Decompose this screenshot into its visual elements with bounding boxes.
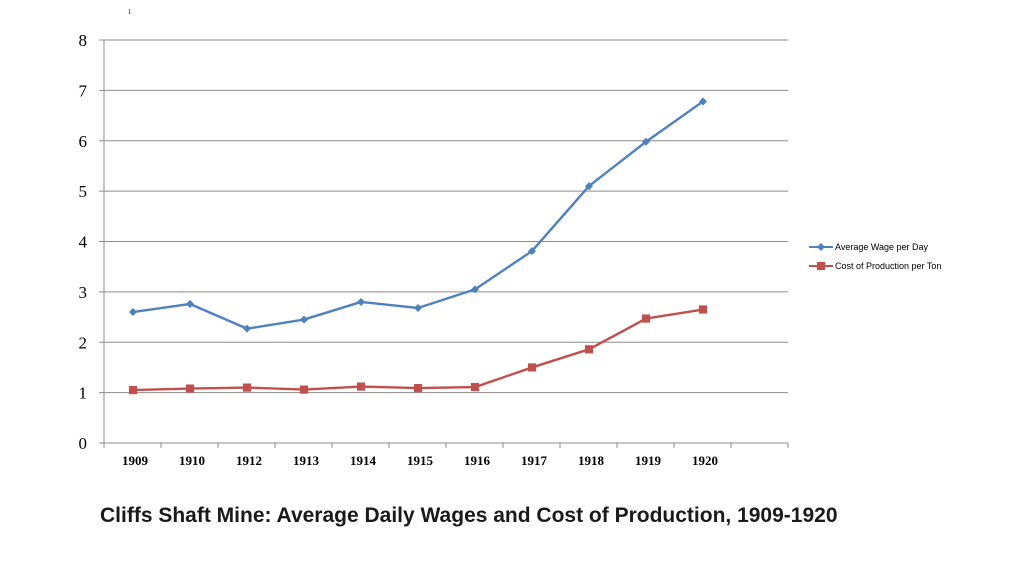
data-point-1918 — [584, 182, 594, 191]
data-point-1919 — [641, 137, 651, 146]
gridlines — [104, 39, 788, 394]
data-point-1920 — [698, 97, 708, 106]
x-tick-label-1917: 1917 — [521, 453, 548, 468]
data-point-1920 — [698, 305, 708, 314]
y-tick-label-8: 8 — [79, 31, 88, 50]
legend-marker — [816, 242, 826, 252]
y-tick-label-3: 3 — [79, 283, 88, 302]
data-point-1915 — [413, 303, 423, 313]
data-point-1916 — [470, 285, 480, 294]
x-tick-label-1909: 1909 — [122, 453, 149, 468]
x-tick-label-1918: 1918 — [578, 453, 605, 468]
y-tick-label-5: 5 — [79, 182, 88, 201]
data-point-1909 — [128, 386, 138, 395]
data-point-1917 — [527, 363, 537, 372]
y-axis-tick-labels: 0 1 2 3 4 5 6 7 8 — [79, 31, 88, 453]
series-line — [132, 308, 704, 392]
data-point-1919 — [641, 314, 651, 323]
y-tick-label-4: 4 — [79, 233, 88, 252]
data-point-1912 — [242, 383, 252, 392]
data-point-1910 — [185, 384, 195, 393]
axes — [99, 39, 789, 448]
data-point-1912 — [242, 324, 252, 333]
x-axis-tick-labels: 1909 1910 1912 1913 1914 1915 1916 1917 1918 1919… — [122, 453, 718, 468]
y-tick-label-1: 1 — [79, 384, 88, 403]
x-tick-label-1913: 1913 — [293, 453, 320, 468]
data-point-1913 — [299, 385, 309, 394]
x-tick-label-1912: 1912 — [236, 453, 262, 468]
data-point-1918 — [584, 345, 594, 354]
data-point-1917 — [527, 247, 537, 256]
legend: Average Wage per Day Cost of Production p… — [809, 242, 941, 271]
y-tick-label-7: 7 — [79, 81, 88, 100]
y-tick-label-2: 2 — [79, 333, 88, 352]
data-point-1915 — [413, 383, 423, 393]
y-tick-label-0: 0 — [79, 434, 88, 453]
data-point-1916 — [470, 382, 480, 392]
x-tick-label-1919: 1919 — [635, 453, 662, 468]
series-line — [132, 100, 704, 330]
series-average-wage-per-day — [128, 97, 708, 333]
chart-caption: Cliffs Shaft Mine: Average Daily Wages a… — [100, 504, 838, 527]
legend-label: Average Wage per Day — [835, 242, 929, 252]
plot-series — [128, 97, 708, 395]
y-tick-label-6: 6 — [79, 132, 88, 151]
legend-item-cost-of-production-per-ton: Cost of Production per Ton — [809, 261, 941, 271]
x-tick-label-1910: 1910 — [179, 453, 205, 468]
x-tick-label-1916: 1916 — [464, 453, 491, 468]
x-tick-label-1914: 1914 — [350, 453, 377, 468]
legend-marker — [816, 261, 826, 271]
top-marker-text: ı — [128, 5, 131, 17]
x-tick-label-1920: 1920 — [692, 453, 718, 468]
series-cost-of-production-per-ton — [128, 305, 708, 395]
legend-label: Cost of Production per Ton — [835, 261, 941, 271]
legend-item-average-wage-per-day: Average Wage per Day — [809, 242, 929, 252]
data-point-1914 — [356, 382, 366, 391]
data-point-1909 — [128, 308, 138, 317]
data-point-1910 — [185, 299, 195, 308]
data-point-1914 — [356, 297, 366, 306]
x-tick-label-1915: 1915 — [407, 453, 434, 468]
data-point-1913 — [299, 315, 309, 324]
